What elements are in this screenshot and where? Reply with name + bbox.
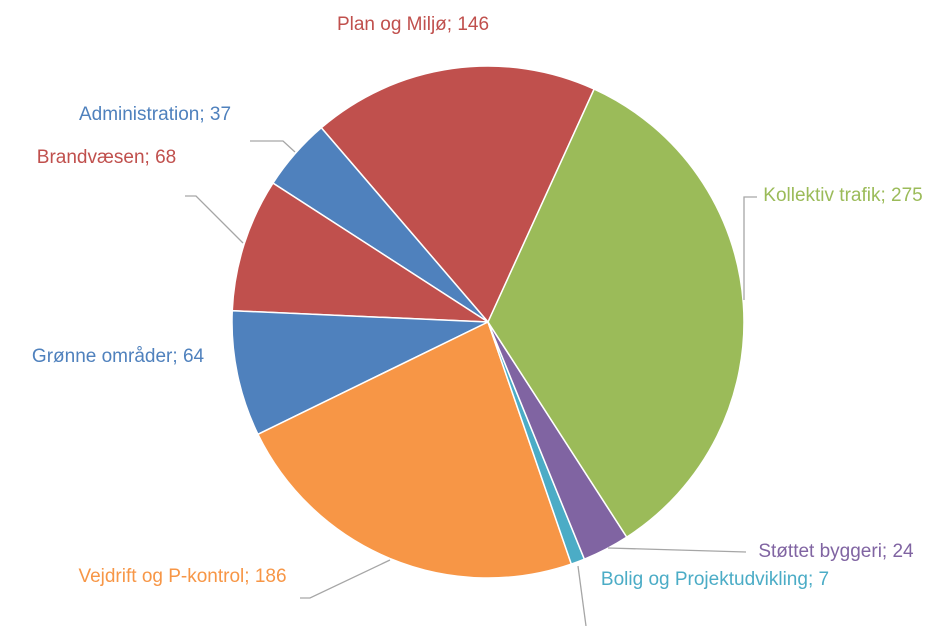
label-part: 68 — [155, 147, 177, 168]
data-label: Grønne områder; 64 — [4, 341, 232, 373]
label-part: Støttet byggeri — [758, 541, 882, 562]
label-part: 275 — [891, 185, 923, 206]
leader-line — [607, 547, 747, 553]
label-part: 24 — [892, 541, 914, 562]
label-part: ; — [172, 346, 183, 367]
data-label: Vejdrift og P-kontrol; 186 — [40, 561, 325, 593]
leader-line — [577, 565, 587, 626]
pie-slice — [487, 88, 745, 539]
label-part: Plan og Miljø — [336, 14, 447, 35]
data-label: Støttet byggeri; 24 — [748, 536, 924, 568]
label-part: ; — [199, 104, 210, 125]
label-part: 7 — [818, 569, 830, 590]
data-label: Kollektiv trafik; 275 — [750, 180, 926, 212]
label-part: ; — [446, 14, 458, 35]
label-part: ; — [807, 569, 819, 590]
label-part: ; — [244, 566, 255, 587]
label-part: Grønne områder — [31, 346, 173, 367]
label-part: ; — [881, 541, 893, 562]
data-label: Bolig og Projektudvikling; 7 — [600, 564, 830, 596]
leader-line — [185, 195, 244, 244]
data-label: Plan og Miljø; 146 — [330, 9, 496, 41]
label-part: 64 — [182, 346, 205, 367]
label-part: 186 — [254, 566, 287, 587]
pie-slice — [320, 65, 596, 324]
pie-slice — [256, 320, 573, 579]
label-part: Kollektiv trafik — [763, 185, 881, 206]
data-label: Brandvæsen; 68 — [14, 142, 199, 174]
label-part: ; — [144, 147, 156, 168]
label-part: Vejdrift og P-kontrol — [78, 566, 245, 587]
pie-slice — [231, 309, 489, 436]
leader-line — [743, 196, 757, 300]
label-part: Administration — [78, 104, 200, 125]
leader-line — [250, 140, 296, 153]
pie-slice — [231, 182, 491, 323]
label-part: 146 — [457, 14, 490, 35]
label-part: Bolig og Projektudvikling — [600, 569, 808, 590]
leader-line — [300, 559, 391, 599]
data-label: Administration; 37 — [52, 99, 258, 131]
label-part: 37 — [209, 104, 232, 125]
label-part: Brandvæsen — [36, 147, 145, 168]
label-part: ; — [880, 185, 892, 206]
